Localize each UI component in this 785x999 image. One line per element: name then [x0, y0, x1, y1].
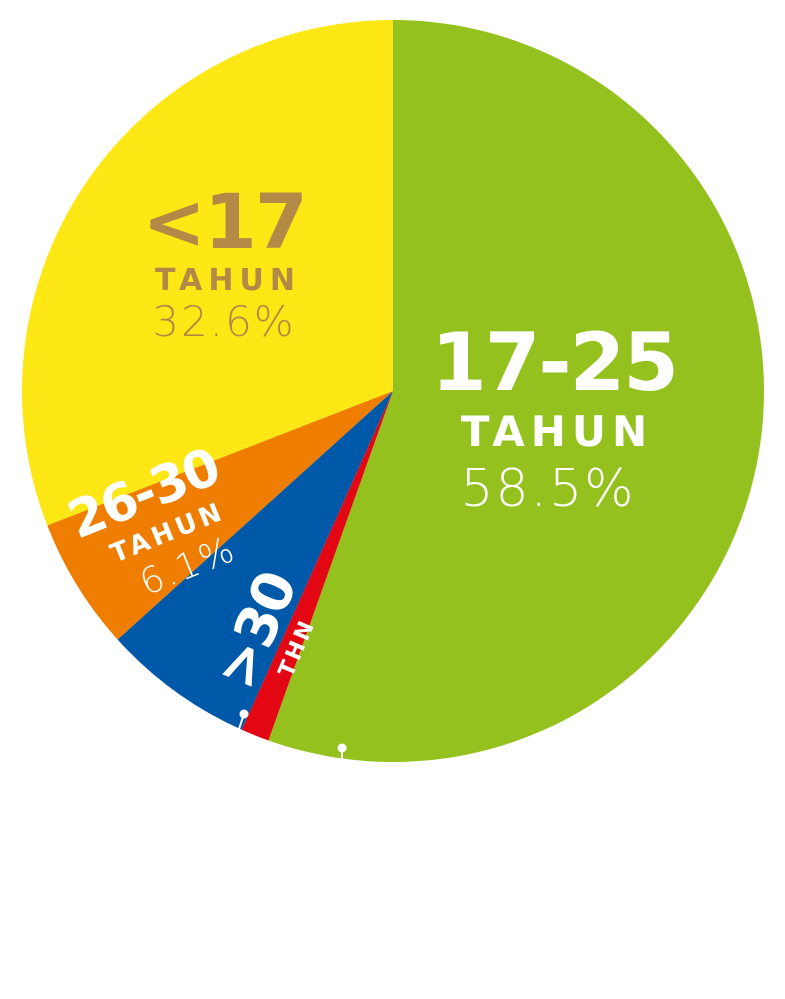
pie-slice-30 — [117, 391, 393, 730]
slice-label-17-25: 17-25 — [431, 316, 677, 409]
slice-unit-under-17: TAHUN — [155, 263, 301, 298]
pie-slices — [22, 20, 765, 762]
pointer-dot-red — [337, 743, 347, 753]
slice-value-17-25: 58.5% — [460, 459, 635, 519]
pie-slice-26-30 — [47, 391, 393, 640]
slice-value-under-17: 32.6% — [152, 297, 295, 346]
pointer-dot-blue — [239, 709, 249, 719]
slice-label-under-17: <17 — [142, 177, 305, 266]
pie-slice-slice-1 — [241, 391, 393, 741]
pie-slice-17-25 — [268, 20, 765, 762]
label-group-under-17: <17 TAHUN 32.6% — [142, 177, 307, 346]
pie-slice-17 — [22, 20, 394, 526]
slice-unit-17-25: TAHUN — [461, 407, 653, 456]
label-group-17-25: 17-25 TAHUN 58.5% — [431, 316, 679, 519]
pointer-markers — [237, 709, 347, 762]
